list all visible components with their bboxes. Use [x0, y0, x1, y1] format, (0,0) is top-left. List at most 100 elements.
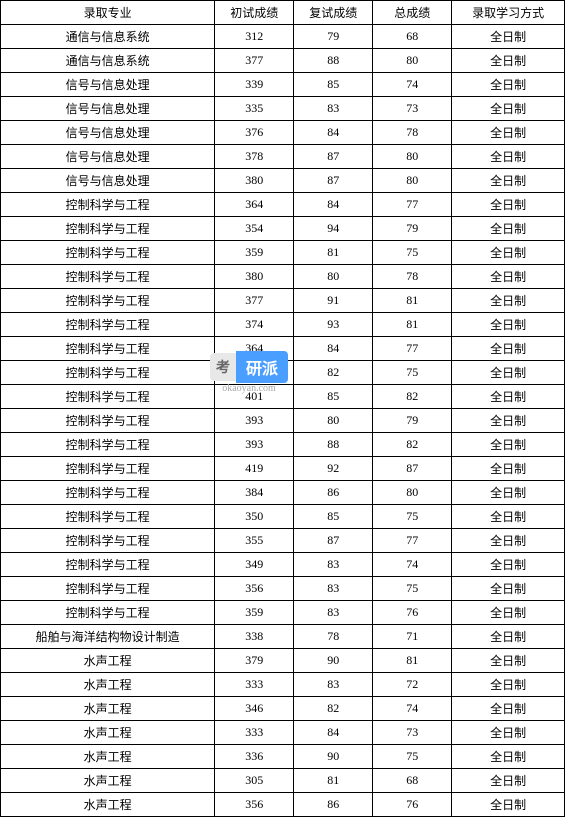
table-cell: 82 [294, 361, 373, 385]
table-cell: 78 [373, 265, 452, 289]
table-cell: 75 [373, 577, 452, 601]
table-row: 控制科学与工程3648477全日制 [1, 193, 565, 217]
header-initial-score: 初试成绩 [215, 1, 294, 25]
table-cell: 81 [373, 649, 452, 673]
table-row: 控制科学与工程3749381全日制 [1, 313, 565, 337]
table-cell: 393 [215, 433, 294, 457]
table-cell: 控制科学与工程 [1, 241, 215, 265]
table-body: 通信与信息系统3127968全日制通信与信息系统3778880全日制信号与信息处… [1, 25, 565, 817]
table-cell: 380 [215, 265, 294, 289]
table-row: 控制科学与工程3498374全日制 [1, 553, 565, 577]
table-cell: 79 [373, 409, 452, 433]
table-cell: 船舶与海洋结构物设计制造 [1, 625, 215, 649]
table-cell: 水声工程 [1, 721, 215, 745]
table-cell: 78 [294, 625, 373, 649]
table-row: 控制科学与工程3598175全日制 [1, 241, 565, 265]
table-cell: 355 [215, 529, 294, 553]
table-cell: 377 [215, 49, 294, 73]
table-cell: 控制科学与工程 [1, 193, 215, 217]
table-row: 控制科学与工程3508575全日制 [1, 505, 565, 529]
table-cell: 401 [215, 385, 294, 409]
table-cell: 79 [373, 217, 452, 241]
table-row: 控制科学与工程3558777全日制 [1, 529, 565, 553]
table-row: 控制科学与工程3568375全日制 [1, 577, 565, 601]
table-cell: 350 [215, 505, 294, 529]
table-cell: 水声工程 [1, 793, 215, 817]
table-cell: 控制科学与工程 [1, 481, 215, 505]
table-cell: 305 [215, 769, 294, 793]
table-cell: 364 [215, 193, 294, 217]
table-row: 控制科学与工程3938882全日制 [1, 433, 565, 457]
table-cell: 80 [373, 49, 452, 73]
table-row: 信号与信息处理3768478全日制 [1, 121, 565, 145]
table-cell: 76 [373, 601, 452, 625]
table-cell: 384 [215, 481, 294, 505]
table-cell: 377 [215, 289, 294, 313]
header-major: 录取专业 [1, 1, 215, 25]
table-cell: 379 [215, 649, 294, 673]
table-cell: 控制科学与工程 [1, 385, 215, 409]
table-cell: 333 [215, 673, 294, 697]
table-cell: 全日制 [452, 193, 565, 217]
table-cell: 控制科学与工程 [1, 505, 215, 529]
table-cell: 81 [373, 313, 452, 337]
table-row: 信号与信息处理3398574全日制 [1, 73, 565, 97]
table-cell: 信号与信息处理 [1, 169, 215, 193]
table-cell: 81 [294, 241, 373, 265]
table-cell: 信号与信息处理 [1, 145, 215, 169]
table-cell: 全日制 [452, 25, 565, 49]
table-row: 信号与信息处理3788780全日制 [1, 145, 565, 169]
table-row: 水声工程3338473全日制 [1, 721, 565, 745]
table-cell: 全日制 [452, 529, 565, 553]
table-cell: 68 [373, 769, 452, 793]
table-cell: 控制科学与工程 [1, 337, 215, 361]
table-cell: 380 [215, 169, 294, 193]
table-row: 水声工程3369075全日制 [1, 745, 565, 769]
table-row: 水声工程3058168全日制 [1, 769, 565, 793]
table-cell: 全日制 [452, 745, 565, 769]
table-cell: 控制科学与工程 [1, 217, 215, 241]
table-cell: 83 [294, 601, 373, 625]
table-cell: 84 [294, 337, 373, 361]
table-cell: 水声工程 [1, 649, 215, 673]
table-cell: 75 [373, 361, 452, 385]
table-cell: 88 [294, 433, 373, 457]
table-cell: 356 [215, 577, 294, 601]
header-total-score: 总成绩 [373, 1, 452, 25]
table-cell: 全日制 [452, 313, 565, 337]
table-cell: 68 [373, 25, 452, 49]
table-cell: 控制科学与工程 [1, 289, 215, 313]
table-row: 控制科学与工程3808078全日制 [1, 265, 565, 289]
table-cell: 信号与信息处理 [1, 97, 215, 121]
table-cell: 71 [373, 625, 452, 649]
table-cell: 全日制 [452, 97, 565, 121]
table-cell: 通信与信息系统 [1, 25, 215, 49]
table-row: 控制科学与工程3938079全日制 [1, 409, 565, 433]
table-cell: 87 [294, 529, 373, 553]
table-cell: 86 [294, 481, 373, 505]
table-cell: 85 [294, 385, 373, 409]
table-cell: 86 [294, 793, 373, 817]
table-cell: 91 [294, 289, 373, 313]
table-cell: 80 [294, 409, 373, 433]
table-cell: 90 [294, 649, 373, 673]
table-row: 控制科学与工程3779181全日制 [1, 289, 565, 313]
table-cell: 全日制 [452, 721, 565, 745]
table-cell: 全日制 [452, 49, 565, 73]
table-cell: 控制科学与工程 [1, 361, 215, 385]
table-cell: 75 [373, 505, 452, 529]
table-cell: 364 [215, 337, 294, 361]
table-row: 船舶与海洋结构物设计制造3387871全日制 [1, 625, 565, 649]
table-cell: 81 [373, 289, 452, 313]
table-row: 控制科学与工程3848680全日制 [1, 481, 565, 505]
table-row: 水声工程3338372全日制 [1, 673, 565, 697]
table-cell: 控制科学与工程 [1, 529, 215, 553]
table-cell: 全日制 [452, 145, 565, 169]
table-cell: 374 [215, 313, 294, 337]
table-cell: 82 [373, 433, 452, 457]
table-row: 水声工程3799081全日制 [1, 649, 565, 673]
table-cell: 75 [373, 241, 452, 265]
table-cell: 水声工程 [1, 745, 215, 769]
table-cell: 73 [373, 97, 452, 121]
table-cell: 全日制 [452, 625, 565, 649]
